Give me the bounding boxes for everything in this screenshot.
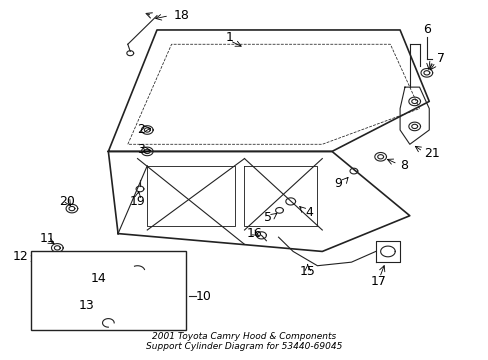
Text: 8: 8 (399, 159, 407, 172)
Text: 21: 21 (424, 147, 439, 160)
Text: 2: 2 (137, 123, 144, 136)
Text: 16: 16 (246, 227, 262, 240)
Text: 19: 19 (129, 195, 145, 208)
Text: 20: 20 (59, 195, 75, 208)
Text: 18: 18 (174, 9, 189, 22)
Text: 4: 4 (305, 206, 312, 219)
Text: 6: 6 (422, 23, 430, 36)
Bar (30, 251, 186, 330)
Text: 7: 7 (436, 52, 444, 65)
Text: 12: 12 (12, 250, 28, 263)
Text: 5: 5 (263, 211, 271, 224)
Text: 14: 14 (91, 272, 106, 285)
Text: 3: 3 (137, 143, 144, 156)
Text: 1: 1 (225, 31, 233, 44)
Text: 11: 11 (40, 233, 55, 246)
Text: 13: 13 (79, 299, 94, 312)
Text: 9: 9 (333, 177, 341, 190)
Text: 2001 Toyota Camry Hood & Components
Support Cylinder Diagram for 53440-69045: 2001 Toyota Camry Hood & Components Supp… (146, 332, 342, 351)
Text: 17: 17 (369, 275, 386, 288)
Text: 10: 10 (196, 289, 211, 303)
Text: 15: 15 (299, 265, 315, 278)
